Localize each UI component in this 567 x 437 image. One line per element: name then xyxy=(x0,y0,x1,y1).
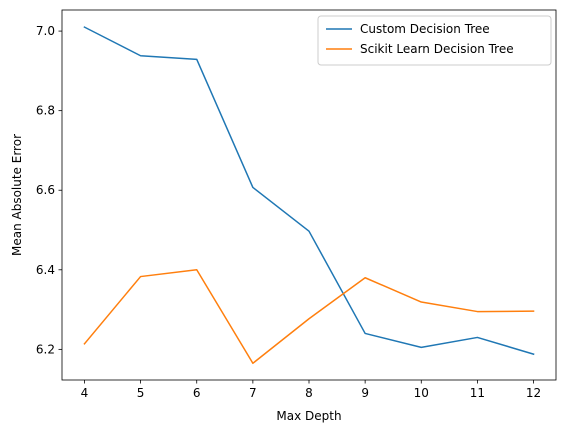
legend-label-0: Custom Decision Tree xyxy=(360,22,490,36)
legend-box xyxy=(317,15,552,66)
y-tick-label: 6.4 xyxy=(36,263,55,277)
x-tick-label: 5 xyxy=(137,386,145,400)
x-tick-label: 6 xyxy=(193,386,201,400)
x-tick-label: 10 xyxy=(414,386,429,400)
y-tick-label: 6.8 xyxy=(36,104,55,118)
x-tick-label: 4 xyxy=(81,386,89,400)
x-tick-label: 11 xyxy=(470,386,485,400)
x-tick-label: 12 xyxy=(526,386,541,400)
series-line-0 xyxy=(83,26,535,356)
x-axis-label: Max Depth xyxy=(276,409,341,423)
x-tick-label: 7 xyxy=(249,386,257,400)
y-tick-label: 6.6 xyxy=(36,183,55,197)
y-axis: 6.2 6.4 6.6 6.8 7.0 xyxy=(36,24,62,356)
x-tick-label: 9 xyxy=(361,386,369,400)
legend-label-1: Scikit Learn Decision Tree xyxy=(360,42,514,56)
y-tick-label: 7.0 xyxy=(36,24,55,38)
y-axis-label: Mean Absolute Error xyxy=(10,134,24,256)
legend: Custom Decision Tree Scikit Learn Decisio… xyxy=(317,15,552,66)
series-line-1 xyxy=(83,269,535,365)
y-tick-label: 6.2 xyxy=(36,342,55,356)
x-axis: 4 5 6 7 8 9 10 11 12 xyxy=(81,380,541,400)
x-tick-label: 8 xyxy=(305,386,313,400)
